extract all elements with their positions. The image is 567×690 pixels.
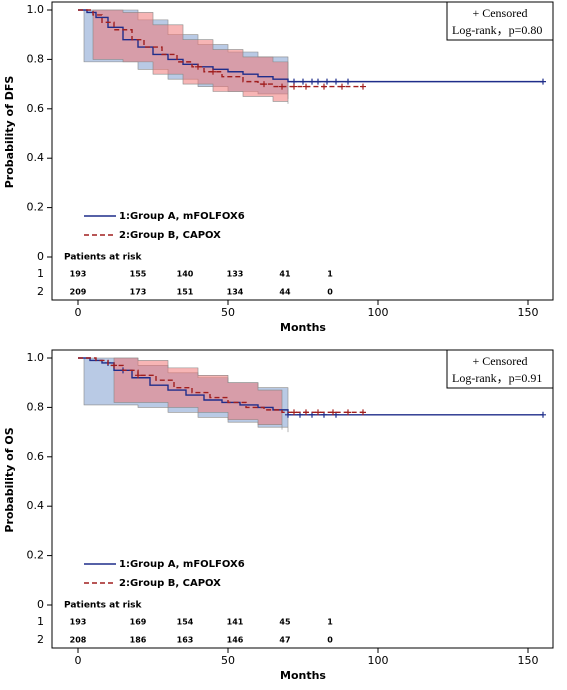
x-tick-label: 150: [518, 654, 539, 667]
risk-count: 169: [130, 618, 147, 627]
y-tick-label: 0: [37, 250, 44, 263]
x-tick-label: 100: [368, 654, 389, 667]
annotation: + Censored: [472, 6, 527, 20]
legend-label: 2:Group B, CAPOX: [119, 578, 221, 589]
y-tick-label: 0.6: [27, 102, 45, 115]
censor-mark: [111, 362, 117, 369]
censor-mark: [321, 83, 327, 90]
censor-mark: [279, 83, 285, 90]
risk-count: 155: [130, 270, 147, 279]
risk-title: Patients at risk: [64, 601, 143, 611]
legend-label: 1:Group A, mFOLFOX6: [119, 559, 245, 570]
annotation: + Censored: [472, 354, 527, 368]
x-tick-label: 0: [75, 306, 82, 319]
risk-count: 193: [70, 270, 87, 279]
ci-band: [92, 9, 289, 104]
y-tick-label: 1.0: [27, 3, 45, 16]
risk-count: 163: [177, 636, 194, 645]
y-tick-label: 0.2: [27, 549, 45, 562]
plot-frame: [51, 1, 554, 301]
y-axis-label: Probability of DFS: [3, 76, 16, 189]
y-tick-label: 0.8: [27, 400, 45, 413]
censor-mark: [309, 78, 315, 85]
censor-mark: [540, 78, 546, 85]
annotation: Log-rank，p=0.91: [452, 371, 542, 385]
censor-mark: [345, 409, 351, 416]
censor-mark: [360, 83, 366, 90]
risk-count: 141: [227, 618, 244, 627]
x-tick-label: 150: [518, 306, 539, 319]
censor-mark: [315, 78, 321, 85]
risk-count: 193: [70, 618, 87, 627]
censor-mark: [330, 409, 336, 416]
risk-row-label: 2: [37, 633, 44, 646]
risk-count: 1: [327, 270, 333, 279]
y-tick-label: 1.0: [27, 351, 45, 364]
censor-mark: [540, 411, 546, 418]
x-tick-label: 100: [368, 306, 389, 319]
annotation: Log-rank，p=0.80: [452, 23, 542, 37]
censor-mark: [360, 409, 366, 416]
risk-row-label: 1: [37, 267, 44, 280]
survival-curve: [78, 9, 363, 88]
censor-mark: [315, 409, 321, 416]
censor-mark: [291, 409, 297, 416]
x-axis-label: Months: [280, 321, 326, 334]
survival-curve: [78, 357, 363, 414]
risk-count: 1: [327, 618, 333, 627]
risk-count: 186: [130, 636, 147, 645]
censor-mark: [303, 83, 309, 90]
risk-count: 173: [130, 288, 147, 297]
censor-mark: [345, 78, 351, 85]
annotation-box: [446, 1, 554, 41]
annotation-box: [446, 349, 554, 389]
ci-band: [113, 357, 283, 430]
risk-count: 140: [177, 270, 194, 279]
censor-mark: [300, 78, 306, 85]
legend-label: 1:Group A, mFOLFOX6: [119, 211, 245, 222]
risk-count: 0: [327, 636, 333, 645]
y-axis-label: Probability of OS: [3, 427, 16, 532]
y-tick-label: 0.2: [27, 201, 45, 214]
risk-count: 45: [279, 618, 291, 627]
censor-mark: [210, 68, 216, 75]
x-axis-label: Months: [280, 669, 326, 682]
censor-mark: [135, 372, 141, 379]
censor-mark: [333, 78, 339, 85]
risk-count: 41: [279, 270, 291, 279]
risk-count: 146: [227, 636, 244, 645]
risk-count: 44: [279, 288, 291, 297]
risk-count: 208: [70, 636, 87, 645]
y-tick-label: 0.8: [27, 52, 45, 65]
risk-title: Patients at risk: [64, 253, 143, 263]
censor-mark: [261, 81, 267, 88]
censor-mark: [324, 78, 330, 85]
risk-count: 151: [177, 288, 194, 297]
risk-count: 47: [279, 636, 290, 645]
x-tick-label: 50: [221, 306, 235, 319]
risk-count: 0: [327, 288, 333, 297]
risk-count: 134: [227, 288, 244, 297]
y-tick-label: 0.4: [27, 151, 45, 164]
legend-label: 2:Group B, CAPOX: [119, 230, 221, 241]
x-tick-label: 50: [221, 654, 235, 667]
risk-count: 154: [177, 618, 194, 627]
censor-mark: [291, 83, 297, 90]
y-tick-label: 0: [37, 598, 44, 611]
y-tick-label: 0.4: [27, 499, 45, 512]
censor-mark: [195, 63, 201, 70]
risk-count: 133: [227, 270, 244, 279]
x-tick-label: 0: [75, 654, 82, 667]
risk-count: 209: [70, 288, 87, 297]
plot-frame: [51, 349, 554, 649]
risk-row-label: 2: [37, 285, 44, 298]
risk-row-label: 1: [37, 615, 44, 628]
censor-mark: [339, 83, 345, 90]
y-tick-label: 0.6: [27, 450, 45, 463]
censor-mark: [303, 409, 309, 416]
